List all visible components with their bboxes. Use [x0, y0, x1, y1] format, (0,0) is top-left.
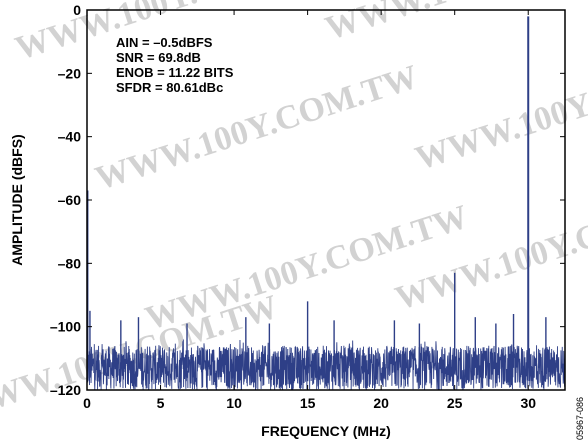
watermark-text: WWW.100Y.COM.TW: [411, 38, 588, 177]
x-tick-label: 30: [520, 395, 536, 411]
y-tick-label: –40: [58, 129, 82, 145]
y-tick-label: –80: [58, 255, 82, 271]
annotation-line: SFDR = 80.61dBc: [116, 80, 223, 95]
x-tick-label: 0: [83, 395, 91, 411]
y-tick-label: –60: [58, 192, 82, 208]
figure-id: 05967-086: [575, 397, 585, 440]
x-tick-label: 20: [373, 395, 389, 411]
x-axis: 0 5 10 15 20 25 30: [83, 10, 536, 411]
x-tick-label: 5: [157, 395, 165, 411]
annotation-line: AIN = –0.5dBFS: [116, 35, 213, 50]
y-tick-label: 0: [73, 2, 81, 18]
noise-floor-line: [86, 339, 566, 391]
y-axis-label: AMPLITUDE (dBFS): [9, 134, 25, 265]
annotation-line: SNR = 69.8dB: [116, 50, 201, 65]
x-tick-label: 15: [300, 395, 316, 411]
y-tick-label: –20: [58, 65, 82, 81]
annotation-line: ENOB = 11.22 BITS: [116, 65, 234, 80]
y-tick-label: –120: [50, 382, 81, 398]
x-tick-label: 25: [447, 395, 463, 411]
y-tick-label: –100: [50, 319, 81, 335]
x-tick-label: 10: [226, 395, 242, 411]
watermark-text: WWW.100Y.COM.TW: [321, 0, 588, 48]
x-axis-label: FREQUENCY (MHz): [261, 423, 391, 439]
y-axis: 0 –20 –40 –60 –80 –100 –120: [50, 2, 565, 398]
